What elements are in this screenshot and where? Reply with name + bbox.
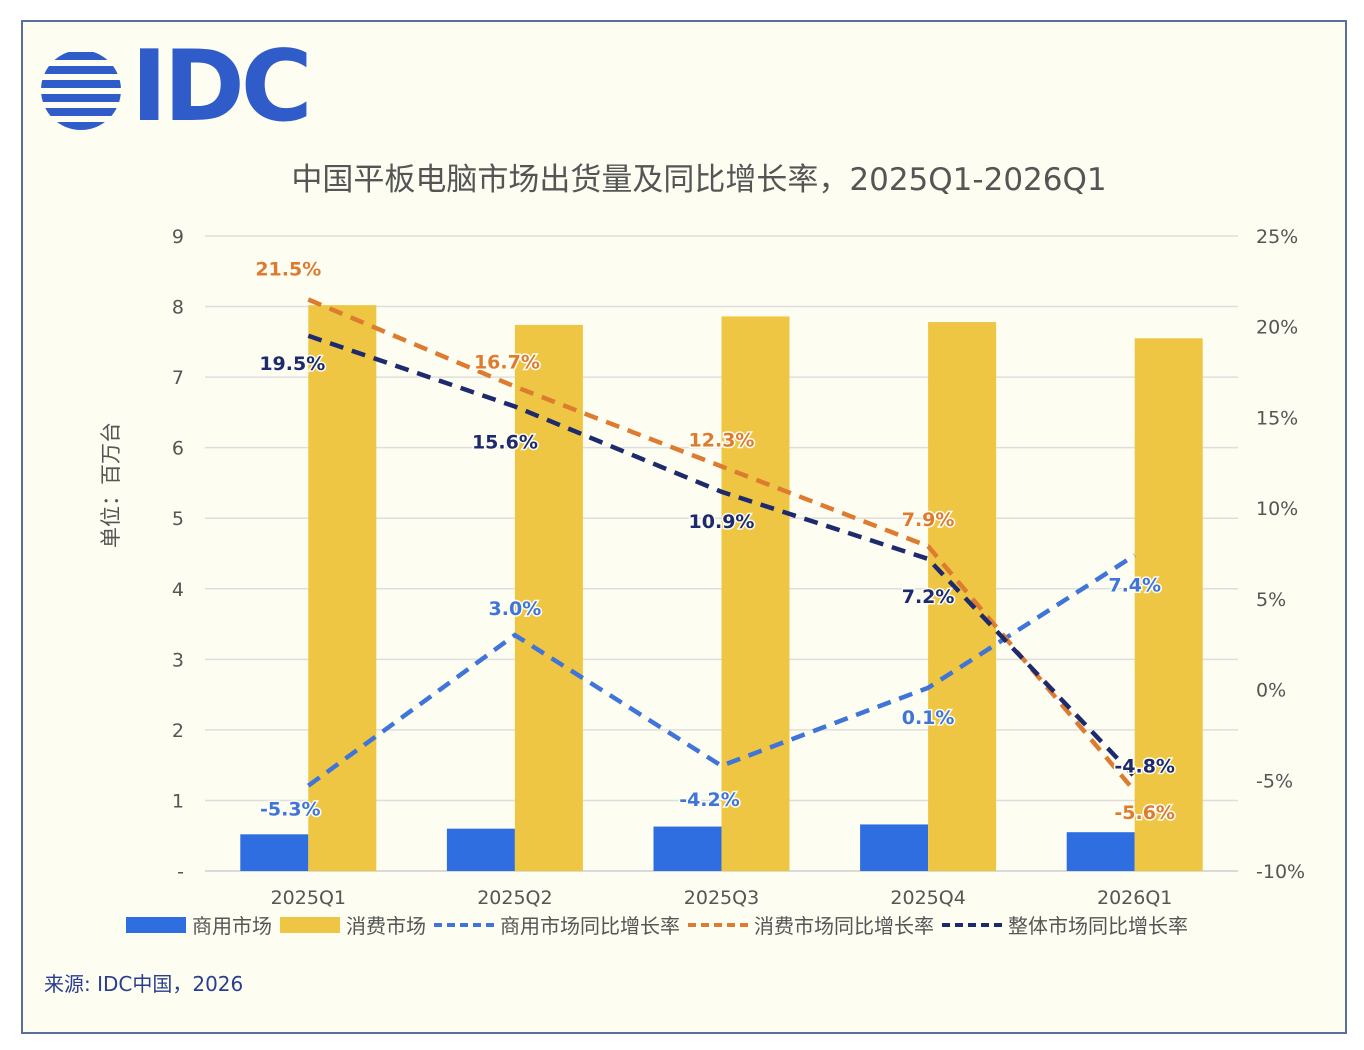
legend-item-bar-1: 商用市场 xyxy=(126,910,272,939)
right-tick-label: 10% xyxy=(1256,498,1298,520)
legend-label: 消费市场 xyxy=(346,914,426,938)
data-label: -5.6% xyxy=(1114,802,1175,824)
bar-commercial xyxy=(653,826,722,871)
x-tick-label: 2026Q1 xyxy=(1097,887,1172,909)
legend-label: 商用市场 xyxy=(192,914,272,938)
data-label: 7.9% xyxy=(902,509,955,531)
legend-item-bar-2: 消费市场 xyxy=(280,910,426,939)
legend-label: 商用市场同比增长率 xyxy=(500,914,680,938)
chart-title: 中国平板电脑市场出货量及同比增长率，2025Q1-2026Q1 xyxy=(291,162,1106,198)
legend-swatch xyxy=(280,916,340,933)
bar-consumer xyxy=(514,324,583,871)
legend: 商用市场 消费市场 商用市场同比增长率 消费市场同比增长率 整体市场同比增长率 xyxy=(126,910,1196,939)
left-tick-label: 2 xyxy=(172,720,184,742)
x-tick-label: 2025Q3 xyxy=(684,887,759,909)
series-line-1 xyxy=(306,553,1136,788)
left-tick-label: 7 xyxy=(172,367,184,389)
x-tick-label: 2025Q1 xyxy=(271,887,346,909)
bar-consumer xyxy=(308,305,377,872)
left-tick-label: 5 xyxy=(172,508,184,530)
legend-swatch xyxy=(126,916,186,933)
bar-consumer xyxy=(928,322,997,872)
legend-item-line-2: 消费市场同比增长率 xyxy=(688,910,934,939)
right-tick-label: -5% xyxy=(1256,770,1293,792)
bar-consumer xyxy=(1134,338,1203,871)
data-label: 7.2% xyxy=(902,586,955,608)
data-label: 3.0% xyxy=(489,598,542,620)
source-note: 来源: IDC中国，2026 xyxy=(44,972,244,996)
right-tick-label: 15% xyxy=(1256,407,1298,429)
data-label: -5.3% xyxy=(260,799,321,821)
legend-item-line-1: 商用市场同比增长率 xyxy=(434,910,680,939)
legend-swatch xyxy=(688,922,748,927)
data-label: 10.9% xyxy=(689,511,755,533)
data-label: 16.7% xyxy=(474,352,540,374)
data-label: 21.5% xyxy=(255,259,321,281)
left-tick-label: 1 xyxy=(172,790,184,812)
bar-commercial xyxy=(1066,832,1135,871)
legend-swatch xyxy=(942,922,1002,927)
legend-swatch xyxy=(434,922,494,927)
legend-item-line-3: 整体市场同比增长率 xyxy=(942,910,1188,939)
idc-globe-icon xyxy=(41,52,121,130)
data-label: -4.8% xyxy=(1114,756,1175,778)
left-tick-label: 4 xyxy=(172,579,184,601)
bar-commercial xyxy=(446,828,515,871)
data-label: 15.6% xyxy=(472,432,538,454)
data-label: -4.2% xyxy=(679,789,740,811)
left-tick-label: 8 xyxy=(172,297,184,319)
x-tick-label: 2025Q4 xyxy=(890,887,965,909)
left-tick-label: 6 xyxy=(172,438,184,460)
logo-text: IDC xyxy=(131,30,313,144)
x-tick-label: 2025Q2 xyxy=(477,887,552,909)
left-tick-label: 9 xyxy=(172,226,184,248)
right-tick-label: 20% xyxy=(1256,317,1298,339)
data-label: 12.3% xyxy=(689,429,755,451)
data-label: 19.5% xyxy=(259,353,325,375)
bar-commercial xyxy=(240,834,309,871)
left-tick-label: 3 xyxy=(172,649,184,671)
bar-consumer xyxy=(721,316,790,871)
series-line-2 xyxy=(307,297,1137,793)
data-label: 7.4% xyxy=(1108,574,1161,596)
series-line-3 xyxy=(307,333,1137,779)
bar-commercial xyxy=(860,824,929,871)
data-label: 0.1% xyxy=(902,707,955,729)
y-axis-label: 单位：百万台 xyxy=(99,422,123,548)
left-tick-label: - xyxy=(177,861,184,883)
legend-label: 整体市场同比增长率 xyxy=(1008,914,1188,938)
right-tick-label: 5% xyxy=(1256,589,1286,611)
right-tick-label: -10% xyxy=(1256,861,1305,883)
legend-label: 消费市场同比增长率 xyxy=(754,914,934,938)
right-tick-label: 0% xyxy=(1256,680,1286,702)
idc-logo: IDC xyxy=(39,38,313,136)
right-tick-label: 25% xyxy=(1256,226,1298,248)
